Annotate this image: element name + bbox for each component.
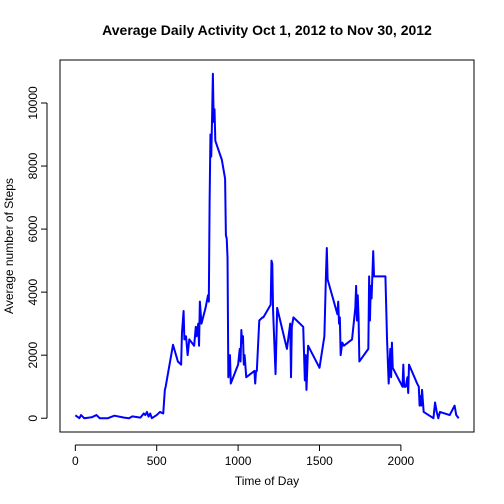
y-tick-label: 10000 [26,86,40,120]
x-tick-label: 1500 [306,454,333,468]
y-tick-label: 2000 [26,342,40,369]
chart-title: Average Daily Activity Oct 1, 2012 to No… [102,22,432,38]
y-tick-label: 6000 [26,215,40,242]
y-tick-label: 0 [26,415,40,422]
plot-frame [59,59,475,433]
x-tick-label: 1000 [225,454,252,468]
x-tick-label: 2000 [388,454,415,468]
y-axis-label: Average number of Steps [2,178,16,314]
y-tick-label: 4000 [26,278,40,305]
x-tick-label: 0 [72,454,79,468]
x-tick-label: 500 [147,454,167,468]
y-tick-label: 8000 [26,152,40,179]
x-axis-label: Time of Day [235,474,299,488]
data-line [74,72,460,420]
